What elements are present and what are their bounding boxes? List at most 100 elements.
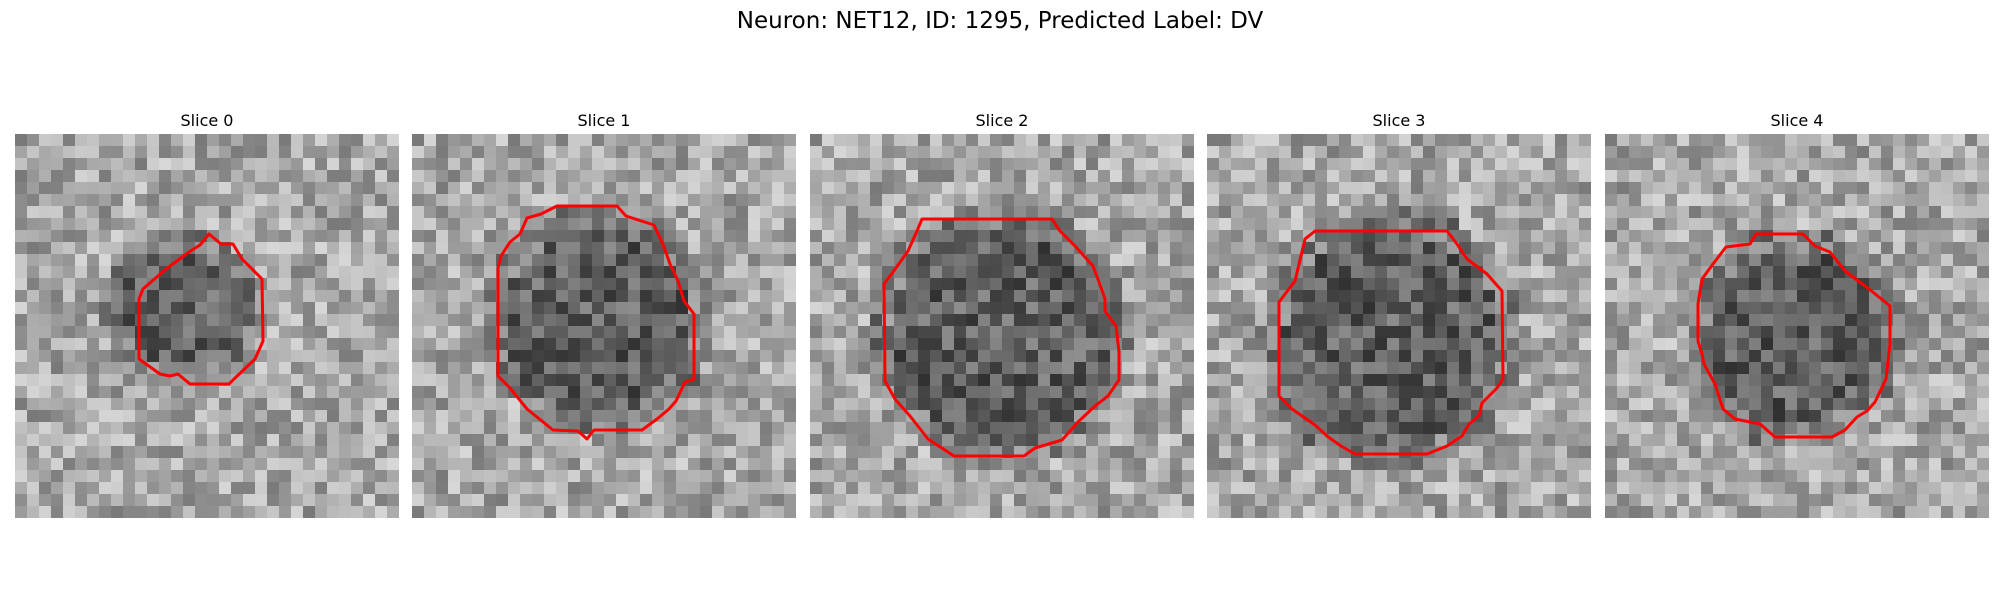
pixel: [1665, 314, 1678, 327]
pixel: [628, 170, 641, 183]
pixel: [1062, 158, 1075, 171]
pixel: [1689, 446, 1702, 459]
pixel: [712, 182, 725, 195]
pixel: [1387, 410, 1400, 423]
pixel: [1110, 458, 1123, 471]
pixel: [1507, 434, 1520, 447]
pixel: [171, 506, 184, 518]
pixel: [1074, 194, 1087, 207]
pixel: [822, 266, 835, 279]
pixel: [1146, 506, 1159, 518]
pixel: [592, 170, 605, 183]
pixel: [351, 278, 364, 291]
pixel: [556, 350, 569, 363]
pixel: [279, 374, 292, 387]
pixel: [700, 458, 713, 471]
pixel: [1689, 422, 1702, 435]
pixel: [387, 206, 399, 219]
pixel: [183, 470, 196, 483]
pixel: [171, 362, 184, 375]
pixel: [255, 326, 268, 339]
pixel: [918, 146, 931, 159]
pixel: [1605, 170, 1618, 183]
pixel: [1773, 350, 1786, 363]
pixel: [436, 494, 449, 507]
pixel: [760, 338, 773, 351]
pixel: [1629, 314, 1642, 327]
pixel: [460, 326, 473, 339]
pixel: [1845, 338, 1858, 351]
pixel: [363, 326, 376, 339]
pixel: [363, 170, 376, 183]
pixel: [303, 506, 316, 518]
pixel: [267, 326, 280, 339]
pixel: [219, 470, 232, 483]
pixel: [1375, 350, 1388, 363]
pixel: [1507, 506, 1520, 518]
pixel: [1629, 158, 1642, 171]
pixel: [1641, 242, 1654, 255]
pixel: [1255, 218, 1268, 231]
pixel: [870, 398, 883, 411]
pixel: [1303, 374, 1316, 387]
pixel: [1315, 242, 1328, 255]
pixel: [1713, 434, 1726, 447]
pixel: [1579, 290, 1591, 303]
pixel: [1122, 146, 1135, 159]
pixel: [1447, 422, 1460, 435]
pixel: [1629, 146, 1642, 159]
pixel: [1555, 326, 1568, 339]
pixel: [556, 314, 569, 327]
pixel: [1857, 218, 1870, 231]
pixel: [147, 266, 160, 279]
pixel: [1062, 218, 1075, 231]
pixel: [1471, 470, 1484, 483]
pixel: [834, 218, 847, 231]
pixel: [1773, 446, 1786, 459]
pixel: [1026, 338, 1039, 351]
pixel: [1387, 158, 1400, 171]
pixel: [1375, 374, 1388, 387]
pixel: [724, 434, 737, 447]
pixel: [1014, 194, 1027, 207]
pixel: [1605, 410, 1618, 423]
pixel: [1845, 170, 1858, 183]
pixel: [1749, 146, 1762, 159]
pixel: [195, 266, 208, 279]
pixel: [1749, 242, 1762, 255]
pixel: [87, 254, 100, 267]
pixel: [1761, 314, 1774, 327]
pixel: [990, 158, 1003, 171]
pixel: [412, 314, 425, 327]
pixel: [1219, 506, 1232, 518]
pixel: [279, 470, 292, 483]
pixel: [1495, 458, 1508, 471]
pixel: [846, 362, 859, 375]
pixel: [1543, 506, 1556, 518]
pixel: [1122, 158, 1135, 171]
pixel: [303, 182, 316, 195]
pixel: [351, 398, 364, 411]
pixel: [736, 506, 749, 518]
pixel: [87, 458, 100, 471]
pixel: [123, 230, 136, 243]
pixel: [882, 194, 895, 207]
pixel: [1182, 194, 1194, 207]
pixel: [291, 434, 304, 447]
pixel: [1579, 482, 1591, 495]
pixel: [472, 470, 485, 483]
pixel: [748, 134, 761, 147]
pixel: [1315, 206, 1328, 219]
pixel: [834, 206, 847, 219]
pixel: [1773, 398, 1786, 411]
pixel: [27, 374, 40, 387]
pixel: [231, 434, 244, 447]
pixel: [1255, 362, 1268, 375]
pixel: [1941, 206, 1954, 219]
pixel: [75, 206, 88, 219]
pixel: [484, 410, 497, 423]
pixel: [1002, 242, 1015, 255]
pixel: [1363, 194, 1376, 207]
pixel: [159, 182, 172, 195]
pixel: [508, 350, 521, 363]
